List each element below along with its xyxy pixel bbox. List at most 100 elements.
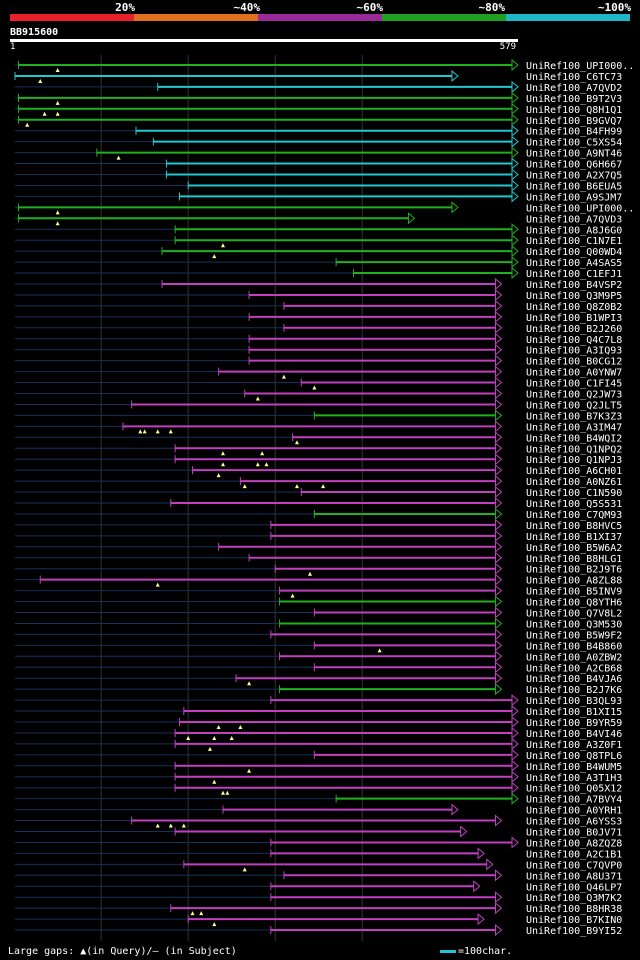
hit-label: UniRef100_A8U371 xyxy=(526,871,622,882)
scale-legend: =100char. xyxy=(440,946,512,957)
hit-label: UniRef100_A7QVD3 xyxy=(526,214,622,225)
gap-marker xyxy=(216,725,221,729)
hit-arrowhead xyxy=(494,277,503,291)
hit-label: UniRef100_A2X7Q5 xyxy=(526,171,622,182)
hit-arrowhead xyxy=(494,475,503,488)
legend-swatch-80 xyxy=(382,14,506,21)
hit-arrowhead xyxy=(511,781,519,794)
hit-label: UniRef100_A3T1H3 xyxy=(526,773,622,784)
hit-label: UniRef100_C1N7E1 xyxy=(526,236,622,247)
gap-marker xyxy=(260,451,265,456)
hit-arrowhead xyxy=(511,102,519,115)
hit-arrowhead xyxy=(494,354,503,367)
hit-arrowhead xyxy=(407,212,416,225)
hit-arrowhead xyxy=(511,234,519,247)
hit-arrowhead xyxy=(494,639,503,652)
legend-label-100: ~100% xyxy=(597,1,631,14)
hit-label: UniRef100_A3IQ93 xyxy=(526,346,622,357)
hit-arrowhead xyxy=(494,332,503,345)
gap-marker xyxy=(247,681,252,686)
gap-marker xyxy=(155,429,160,434)
hit-arrowhead xyxy=(511,748,519,761)
hit-label: UniRef100_B8HVC5 xyxy=(526,521,622,532)
hit-label: UniRef100_B9YR59 xyxy=(526,718,622,729)
hit-arrowhead xyxy=(494,343,503,356)
hit-arrowhead xyxy=(494,814,503,827)
gap-marker xyxy=(242,867,247,872)
hit-label: UniRef100_B8HLG1 xyxy=(526,554,622,565)
hit-label: UniRef100_C1N590 xyxy=(526,488,622,499)
gap-marker xyxy=(138,429,143,434)
hit-arrowhead xyxy=(460,825,468,838)
hit-arrowhead xyxy=(486,858,494,871)
hit-arrowhead xyxy=(494,453,503,466)
gap-marker xyxy=(212,779,217,784)
hit-label: UniRef100_A8ZQZ8 xyxy=(526,838,622,849)
hit-arrowhead xyxy=(477,913,485,926)
hit-arrowhead xyxy=(511,256,519,269)
hit-arrowhead xyxy=(511,737,519,750)
hit-label: UniRef100_A8ZL88 xyxy=(526,576,622,587)
hit-label: UniRef100_A2C1B1 xyxy=(526,849,622,860)
hit-arrowhead xyxy=(511,245,519,258)
gap-marker xyxy=(238,725,243,729)
hit-arrowhead xyxy=(511,726,519,740)
hit-arrowhead xyxy=(494,464,503,477)
hit-arrowhead xyxy=(494,409,503,422)
hit-label: UniRef100_B4VI46 xyxy=(526,729,622,740)
gap-marker xyxy=(255,462,260,467)
gap-marker xyxy=(216,473,221,478)
gap-marker xyxy=(247,768,252,773)
legend-swatch-60 xyxy=(258,14,382,21)
gap-marker xyxy=(220,243,225,248)
hit-arrowhead xyxy=(477,847,485,860)
hit-label: UniRef100_A3IM47 xyxy=(526,422,622,433)
hit-arrowhead xyxy=(511,759,519,772)
hit-label: UniRef100_B2J9T6 xyxy=(526,565,622,576)
hit-arrowhead xyxy=(494,540,503,553)
gap-marker xyxy=(212,922,217,927)
hit-label: UniRef100_B2J260 xyxy=(526,324,622,335)
gap-marker xyxy=(321,484,326,489)
hit-label: UniRef100_C7QM93 xyxy=(526,510,622,521)
hit-label: UniRef100_UPI000.. xyxy=(526,203,634,214)
gap-marker xyxy=(155,823,160,828)
gap-marker xyxy=(312,385,317,390)
gap-marker xyxy=(220,451,225,456)
hit-label: UniRef100_A8J6G0 xyxy=(526,225,622,236)
gap-marker xyxy=(242,484,247,489)
hit-label: UniRef100_Q4C7L8 xyxy=(526,335,622,346)
hit-label: UniRef100_B8HR38 xyxy=(526,904,622,915)
hit-label: UniRef100_Q2JLT5 xyxy=(526,400,622,411)
gaps-legend: Large gaps: ▲(in Query)/— (in Subject) xyxy=(8,946,237,957)
hit-label: UniRef100_A0ZBW2 xyxy=(526,652,622,663)
gap-marker xyxy=(155,582,160,587)
gap-marker xyxy=(25,122,30,127)
hit-arrowhead xyxy=(473,880,481,893)
gap-marker xyxy=(281,374,286,379)
hit-arrowhead xyxy=(494,420,503,433)
hit-label: UniRef100_C5XS54 xyxy=(526,138,622,149)
query-id: BB915600 xyxy=(10,27,59,38)
gap-marker xyxy=(181,823,186,828)
hit-arrowhead xyxy=(511,157,519,170)
hit-label: UniRef100_C7QVP0 xyxy=(526,860,622,871)
hit-label: UniRef100_B0JV71 xyxy=(526,828,622,839)
hit-arrowhead xyxy=(494,683,503,696)
ruler-start-label: 1 xyxy=(10,42,16,52)
legend-label-20: 20% xyxy=(115,1,135,14)
hit-arrowhead xyxy=(494,299,503,312)
hit-label: UniRef100_Q05X12 xyxy=(526,784,622,795)
hit-arrowhead xyxy=(494,562,503,575)
gap-marker xyxy=(42,111,47,116)
hit-label: UniRef100_Q6H667 xyxy=(526,160,622,171)
gap-marker xyxy=(116,155,121,160)
hit-label: UniRef100_B3QL93 xyxy=(526,696,622,707)
scale-bar xyxy=(440,949,456,953)
hit-arrowhead xyxy=(494,650,503,663)
gap-marker xyxy=(255,396,260,401)
gap-marker xyxy=(168,429,173,434)
hit-label: UniRef100_B4VJA6 xyxy=(526,674,622,685)
hit-label: UniRef100_B9GVQ7 xyxy=(526,116,622,127)
